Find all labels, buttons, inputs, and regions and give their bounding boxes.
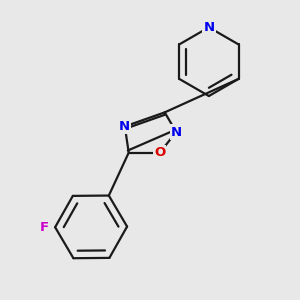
Text: N: N [203,21,214,34]
Text: N: N [171,125,182,139]
Text: O: O [154,146,165,159]
Text: N: N [119,120,130,133]
Text: F: F [40,221,49,234]
